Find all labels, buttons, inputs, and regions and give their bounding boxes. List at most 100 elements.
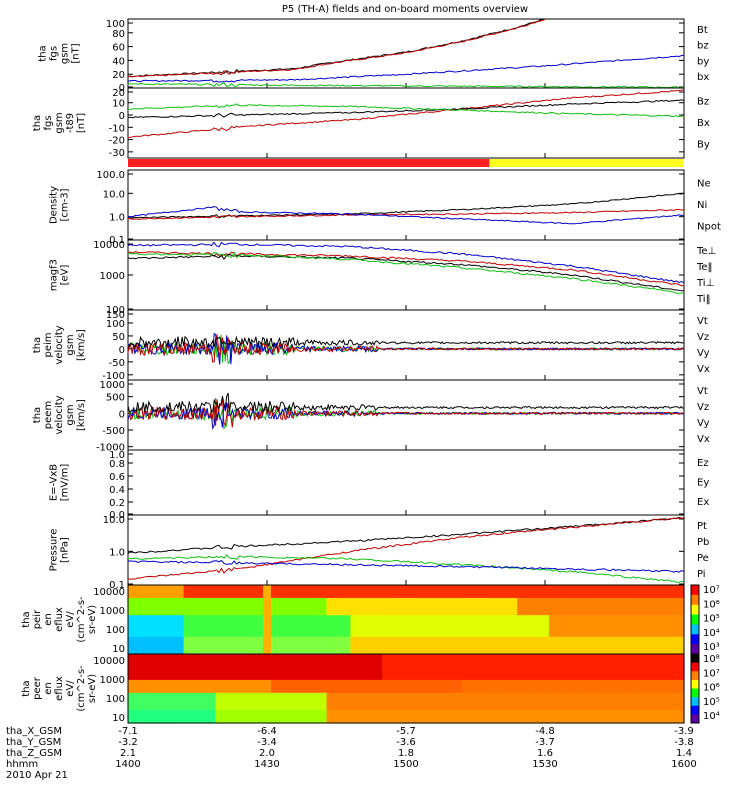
heatmap-cell	[294, 619, 304, 625]
heatmap-cell	[247, 641, 256, 646]
heatmap-cell	[294, 606, 304, 612]
heatmap-cell	[342, 606, 351, 612]
heatmap-cell	[437, 697, 447, 703]
heatmap-cell	[358, 589, 367, 595]
heatmap-cell	[533, 701, 542, 707]
heatmap-cell	[151, 606, 161, 612]
heatmap-cell	[398, 602, 407, 608]
heatmap-cell	[620, 710, 629, 715]
heatmap-cell	[374, 679, 383, 685]
heatmap-cell	[660, 679, 669, 685]
heatmap-cell	[128, 636, 137, 642]
heatmap-cell	[509, 641, 518, 646]
heatmap-cell	[596, 593, 606, 599]
heatmap-cell	[302, 585, 312, 590]
heatmap-cell	[207, 666, 216, 672]
heatmap-cell	[676, 679, 685, 685]
panel-frame	[127, 169, 685, 241]
heatmap-cell	[310, 718, 320, 724]
heatmap-cell	[382, 597, 391, 603]
heatmap-cell	[620, 589, 629, 595]
heatmap-cell	[461, 589, 471, 595]
heatmap-cell	[247, 701, 256, 707]
heatmap-cell	[676, 658, 685, 664]
heatmap-cell	[294, 666, 304, 672]
y-tick-label: 80	[112, 29, 125, 40]
heatmap-cell	[548, 606, 558, 612]
heatmap-cell	[580, 684, 590, 690]
heatmap-cell	[588, 649, 598, 655]
heatmap-cell	[469, 658, 479, 664]
heatmap-cell	[485, 671, 494, 677]
heatmap-cell	[159, 692, 169, 698]
heatmap-cell	[660, 602, 669, 608]
heatmap-cell	[541, 641, 550, 646]
heatmap-cell	[263, 649, 272, 655]
heatmap-cell	[255, 593, 264, 599]
heatmap-cell	[167, 649, 177, 655]
heatmap-cell	[366, 628, 375, 634]
heatmap-cell	[159, 585, 169, 590]
heatmap-cell	[247, 671, 256, 677]
heatmap-cell	[477, 679, 487, 685]
y-tick-label: 0	[119, 345, 125, 356]
heatmap-cell	[541, 671, 550, 677]
heatmap-cell	[207, 589, 216, 595]
heatmap-cell	[326, 662, 336, 668]
heatmap-cell	[533, 662, 542, 668]
heatmap-cell	[652, 602, 661, 608]
heatmap-cell	[636, 675, 645, 681]
heatmap-cell	[159, 606, 169, 612]
heatmap-cell	[247, 645, 256, 651]
y-tick-label: 500	[106, 393, 125, 404]
heatmap-cell	[135, 632, 145, 638]
heatmap-cell	[358, 615, 367, 621]
heatmap-cell	[215, 684, 224, 690]
heatmap-cell	[413, 662, 423, 668]
heatmap-cell	[636, 654, 645, 659]
heatmap-cell	[175, 585, 185, 590]
heatmap-cell	[437, 679, 447, 685]
heatmap-cell	[342, 610, 351, 616]
heatmap-cell	[334, 679, 344, 685]
heatmap-cell	[255, 666, 264, 672]
heatmap-cell	[541, 666, 550, 672]
legend-Te⊥: Te⊥	[696, 246, 716, 257]
heatmap-cell	[406, 705, 415, 711]
heatmap-cell	[143, 645, 153, 651]
heatmap-cell	[358, 610, 367, 616]
colorbar-swatch	[691, 688, 699, 698]
heatmap-cell	[493, 645, 502, 651]
y-axis-label: [cm-3]	[60, 188, 71, 221]
heatmap-cell	[604, 645, 614, 651]
heatmap-cell	[461, 610, 471, 616]
heatmap-cell	[596, 654, 606, 659]
heatmap-cell	[628, 602, 637, 608]
xaxis-value: -3.7	[535, 737, 555, 748]
heatmap-cell	[485, 606, 494, 612]
heatmap-cell	[676, 636, 685, 642]
heatmap-cell	[334, 610, 344, 616]
heatmap-cell	[342, 597, 351, 603]
heatmap-cell	[501, 589, 510, 595]
heatmap-cell	[167, 606, 177, 612]
heatmap-cell	[342, 666, 351, 672]
heatmap-cell	[231, 666, 240, 672]
heatmap-cell	[676, 662, 685, 668]
heatmap-cell	[286, 632, 296, 638]
heatmap-cell	[485, 688, 494, 694]
y-tick-label: 0.4	[109, 485, 125, 496]
series-Pb	[127, 517, 685, 580]
heatmap-cell	[294, 684, 304, 690]
heatmap-cell	[445, 593, 455, 599]
heatmap-cell	[588, 606, 598, 612]
legend-Vt: Vt	[697, 316, 708, 327]
heatmap-cell	[374, 597, 383, 603]
heatmap-cell	[485, 610, 494, 616]
heatmap-cell	[151, 658, 161, 664]
xaxis-value: 2.1	[120, 748, 136, 759]
heatmap-cell	[525, 666, 534, 672]
heatmap-cell	[334, 671, 344, 677]
heatmap-cell	[406, 615, 415, 621]
heatmap-cell	[255, 714, 264, 720]
